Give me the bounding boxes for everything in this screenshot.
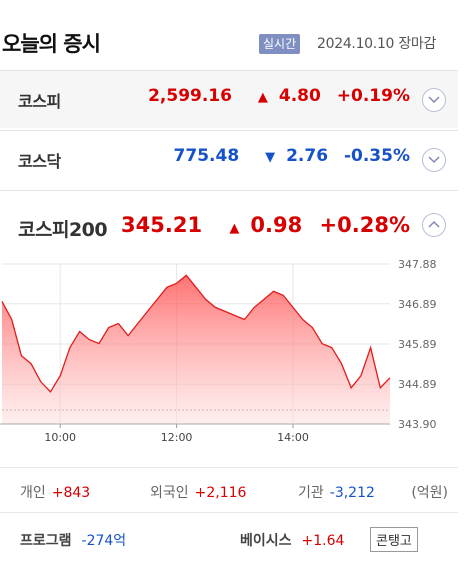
chart-svg: 347.88 346.89 345.89 344.89 343.90 10:00 12:00… [0,258,437,444]
basis-value: +1.64 [301,533,345,549]
y-tick-label: 347.88 [398,258,437,271]
market-status: 장마감 [398,36,437,52]
index-values: 2,599.16 ▲ 4.80 +0.19% [138,86,410,106]
investor-summary: 개인 +843 외국인 +2,116 기관 -3,212 (억원) [0,467,458,513]
index-row-kosdaq[interactable]: 코스닥 775.48 ▼ 2.76 -0.35% [0,130,458,188]
change-value: 2.76 [286,146,329,166]
program-trading: 프로그램 -274억 [20,530,126,550]
index-values: 345.21 ▲ 0.98 +0.28% [111,213,410,237]
index-values: 775.48 ▼ 2.76 -0.35% [164,146,410,166]
x-tick-label: 12:00 [161,431,193,444]
investor-label: 기관 [298,485,324,501]
series-line [1,274,391,393]
index-name: 코스닥 [18,152,61,171]
expand-button[interactable] [422,148,446,172]
series-area [2,275,390,424]
index-row-kospi200[interactable]: 코스피200 345.21 ▲ 0.98 +0.28% [0,190,458,260]
change-value: 4.80 [278,86,321,106]
triangle-down-icon: ▼ [265,150,276,165]
kospi200-chart: 347.88 346.89 345.89 344.89 343.90 10:00 12:00… [0,252,458,452]
realtime-badge: 실시간 [259,34,301,54]
investor-foreign: 외국인 +2,116 [150,482,246,502]
index-percent: +0.19% [336,86,410,106]
y-tick-label: 345.89 [398,338,437,351]
page-title: 오늘의 증시 [2,32,101,56]
chevron-down-icon [428,96,440,104]
chevron-down-icon [428,156,440,164]
index-name: 코스피200 [18,219,108,241]
basis: 베이시스 +1.64 [240,530,344,550]
date-text: 2024.10.10 [317,36,395,52]
investor-value: +843 [51,485,91,501]
header: 오늘의 증시 실시간 2024.10.10 장마감 [0,0,476,70]
collapse-button[interactable] [422,213,446,237]
basis-label: 베이시스 [240,533,292,549]
x-tick-label: 10:00 [44,431,76,444]
investor-value: -3,212 [329,485,375,501]
index-value: 2,599.16 [148,86,232,106]
change-value: 0.98 [250,213,303,237]
index-value: 775.48 [173,146,240,166]
investor-institution: 기관 -3,212 [298,482,375,502]
program-label: 프로그램 [20,533,72,549]
investor-label: 외국인 [150,485,189,501]
index-row-kospi[interactable]: 코스피 2,599.16 ▲ 4.80 +0.19% [0,70,458,128]
investor-value: +2,116 [194,485,247,501]
index-percent: +0.28% [319,213,410,237]
investor-individual: 개인 +843 [20,482,90,502]
index-name: 코스피 [18,92,61,111]
chevron-up-icon [428,220,440,228]
index-change: ▼ 2.76 [255,146,328,166]
contango-badge: 콘탱고 [370,527,418,552]
index-percent: -0.35% [343,146,410,166]
x-tick-label: 14:00 [277,431,309,444]
investor-label: 개인 [20,485,46,501]
triangle-up-icon: ▲ [257,90,268,105]
program-basis-row: 프로그램 -274억 베이시스 +1.64 콘탱고 [0,520,458,560]
index-change: ▲ 4.80 [248,86,321,106]
expand-button[interactable] [422,88,446,112]
triangle-up-icon: ▲ [229,221,240,236]
y-tick-label: 344.89 [398,378,437,391]
market-date: 2024.10.10 장마감 [317,34,436,54]
index-value: 345.21 [121,213,203,237]
unit-label: (억원) [411,485,448,501]
y-tick-label: 346.89 [398,298,437,311]
program-value: -274억 [81,533,127,549]
index-change: ▲ 0.98 [219,213,302,237]
y-tick-label: 343.90 [398,418,437,431]
